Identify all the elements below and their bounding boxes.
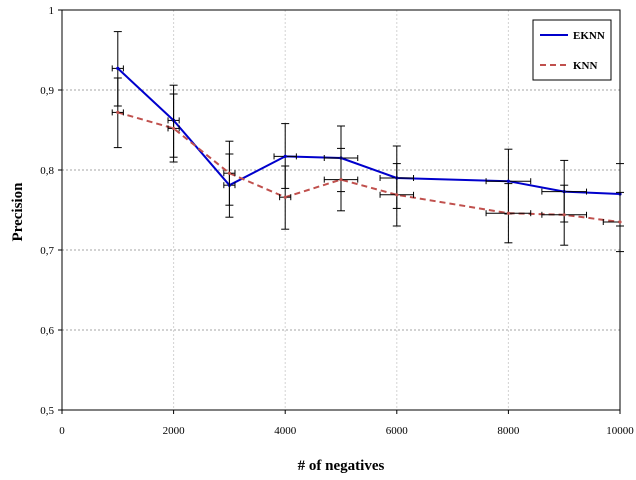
data-point-knn xyxy=(116,110,120,114)
y-tick-label: 1 xyxy=(49,5,55,17)
legend-knn-label: KNN xyxy=(573,60,598,72)
series-line-eknn xyxy=(117,67,621,195)
series-line-knn xyxy=(117,111,621,223)
y-tick-label: 0,6 xyxy=(40,325,54,337)
x-axis-title: # of negatives xyxy=(298,458,385,474)
x-tick-label: 10000 xyxy=(606,425,634,437)
data-point-eknn xyxy=(283,154,287,158)
legend-box xyxy=(532,19,612,81)
data-point-eknn xyxy=(506,179,510,183)
x-tick-label: 2000 xyxy=(163,425,186,437)
data-point-knn xyxy=(395,193,399,197)
legend-eknn-label: EKNN xyxy=(573,30,605,42)
y-axis-ticks: 0,5 0,6 0,7 0,8 0,9 1 xyxy=(40,5,62,417)
y-tick-label: 0,9 xyxy=(40,85,54,97)
x-tick-label: 6000 xyxy=(386,425,409,437)
data-point-knn xyxy=(172,126,176,130)
x-tick-label: 0 xyxy=(59,425,65,437)
series-layer xyxy=(111,31,624,253)
x-axis-ticks: 0 2000 4000 6000 8000 10000 xyxy=(59,410,634,437)
data-point-eknn xyxy=(116,66,120,70)
data-point-knn xyxy=(562,213,566,217)
series-knn xyxy=(111,77,624,253)
y-tick-label: 0,5 xyxy=(40,405,54,417)
data-point-knn xyxy=(506,211,510,215)
y-tick-label: 0,8 xyxy=(40,165,54,177)
data-point-knn xyxy=(339,178,343,182)
data-point-knn xyxy=(283,195,287,199)
y-tick-label: 0,7 xyxy=(40,245,54,257)
data-point-knn xyxy=(618,220,622,224)
x-tick-label: 8000 xyxy=(497,425,520,437)
legend: EKNN KNN xyxy=(532,19,612,81)
x-tick-label: 4000 xyxy=(274,425,297,437)
data-point-knn xyxy=(227,171,231,175)
y-axis-title: Precision xyxy=(10,182,26,242)
